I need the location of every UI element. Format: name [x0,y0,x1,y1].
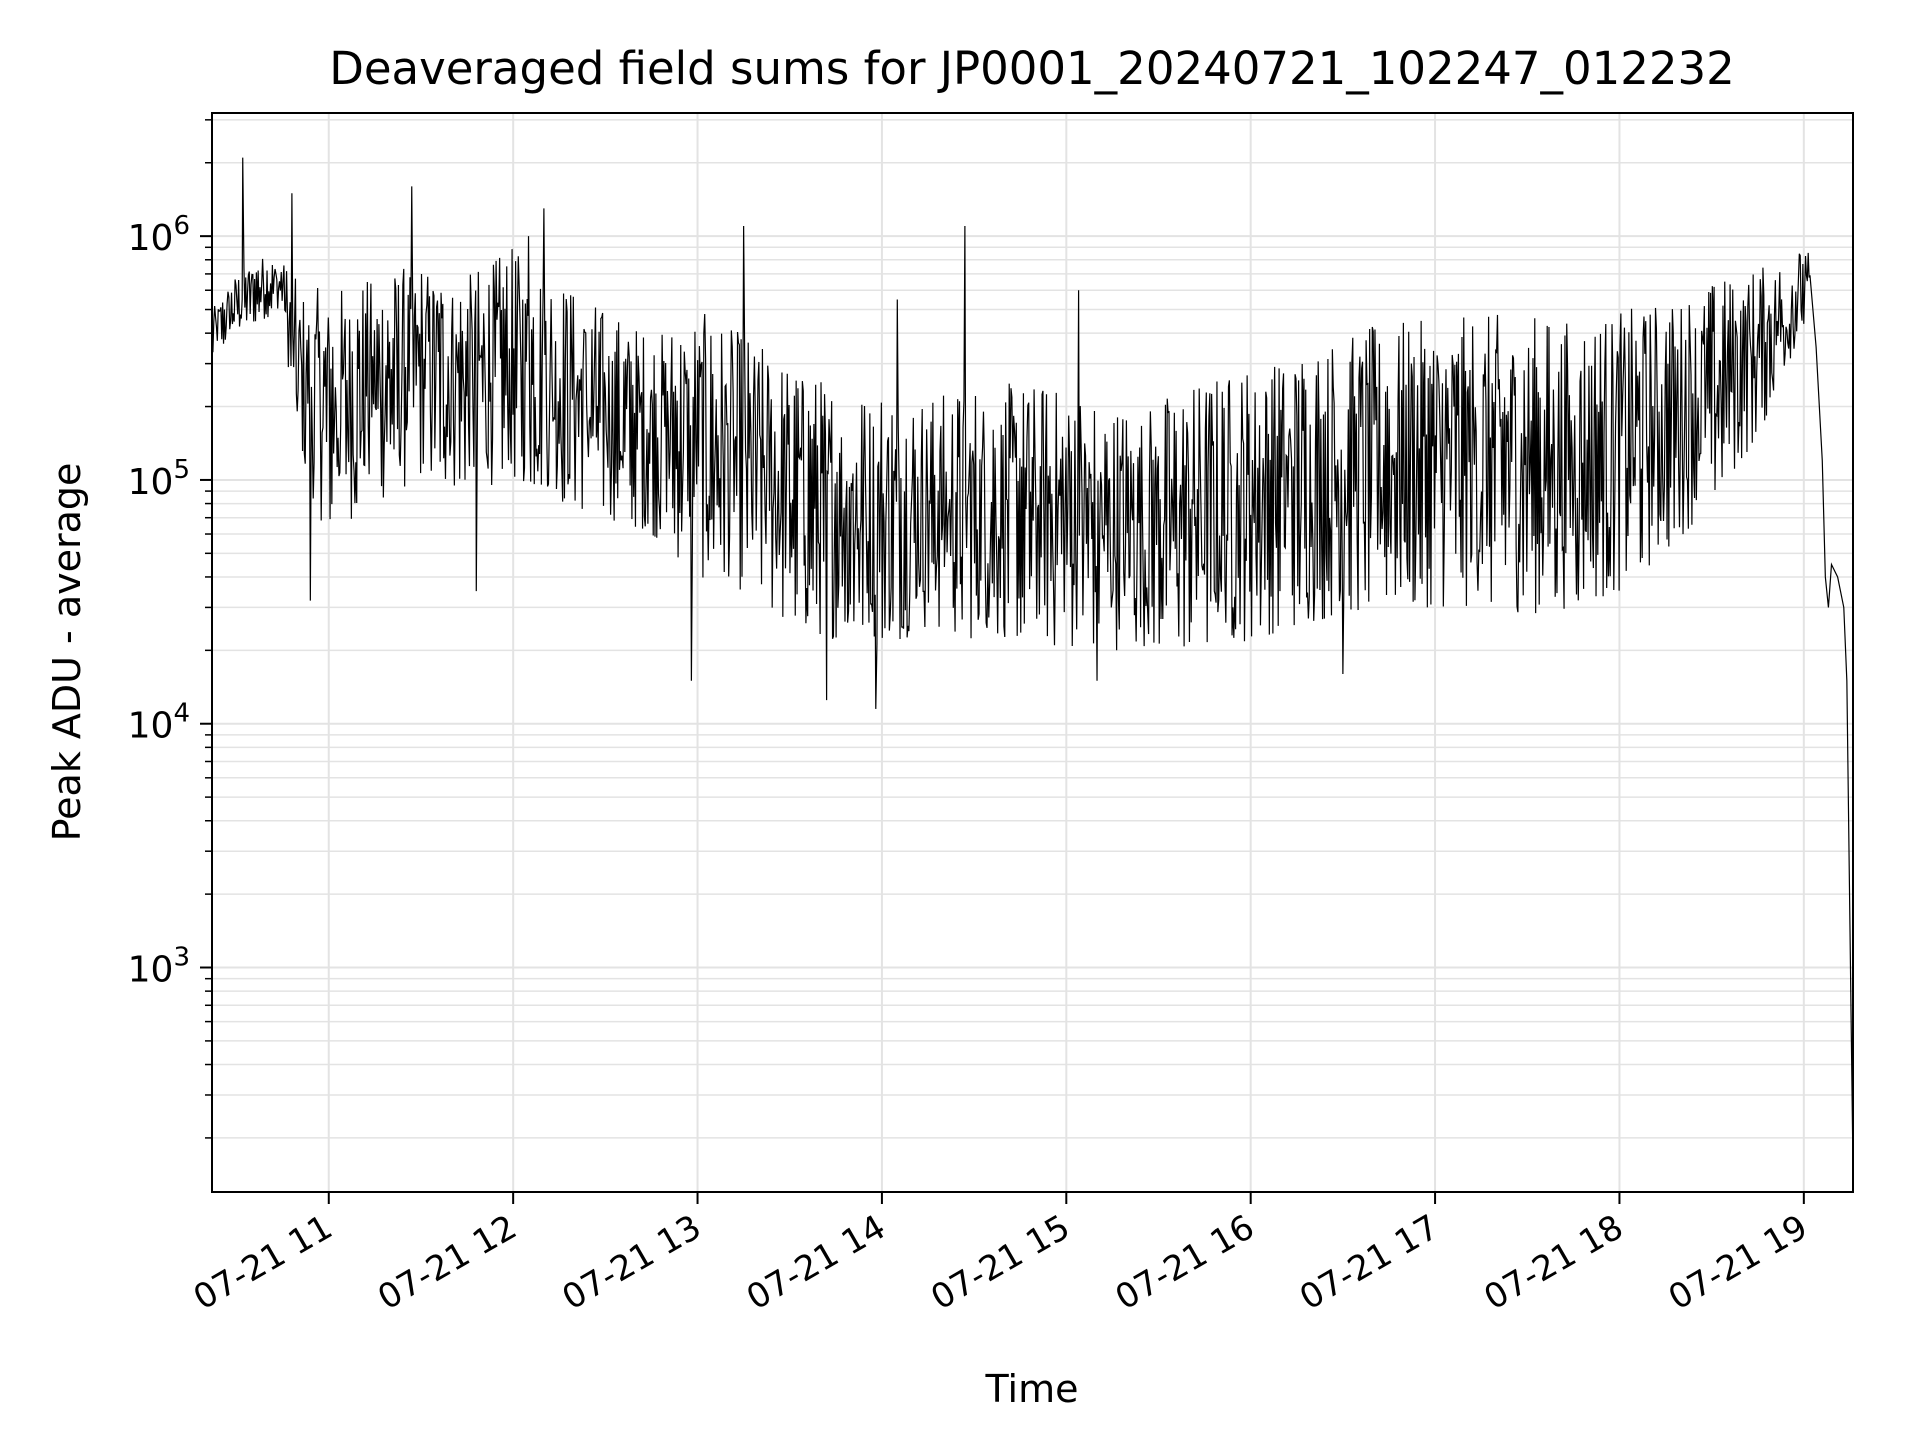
x-tick-label: 07-21 19 [1662,1207,1814,1318]
x-tick-label: 07-21 18 [1478,1207,1630,1318]
x-axis-label: Time [985,1367,1079,1411]
x-tick-label: 07-21 11 [187,1207,339,1318]
x-tick-label: 07-21 17 [1293,1207,1445,1318]
y-tick-label: 105 [128,455,190,503]
grid [212,113,1853,1192]
y-axis-label: Peak ADU - average [45,463,89,842]
chart-title: Deaveraged field sums for JP0001_2024072… [329,42,1735,95]
x-tick-label: 07-21 12 [371,1207,523,1318]
x-tick-label: 07-21 14 [740,1207,892,1318]
x-axis: 07-21 11 07-21 12 07-21 13 07-21 14 07-21 15… [187,1192,1814,1318]
x-tick-label: 07-21 13 [556,1207,708,1318]
plot-frame [211,112,1854,1193]
y-axis: 103 104 105 106 [128,119,212,1139]
series-path [212,157,1853,1169]
x-tick-label: 07-21 15 [924,1207,1076,1318]
y-tick-label: 104 [128,699,190,747]
series-line [212,157,1853,1169]
y-tick-label: 103 [128,943,190,991]
y-tick-label: 106 [128,211,190,259]
x-tick-label: 07-21 16 [1109,1207,1261,1318]
